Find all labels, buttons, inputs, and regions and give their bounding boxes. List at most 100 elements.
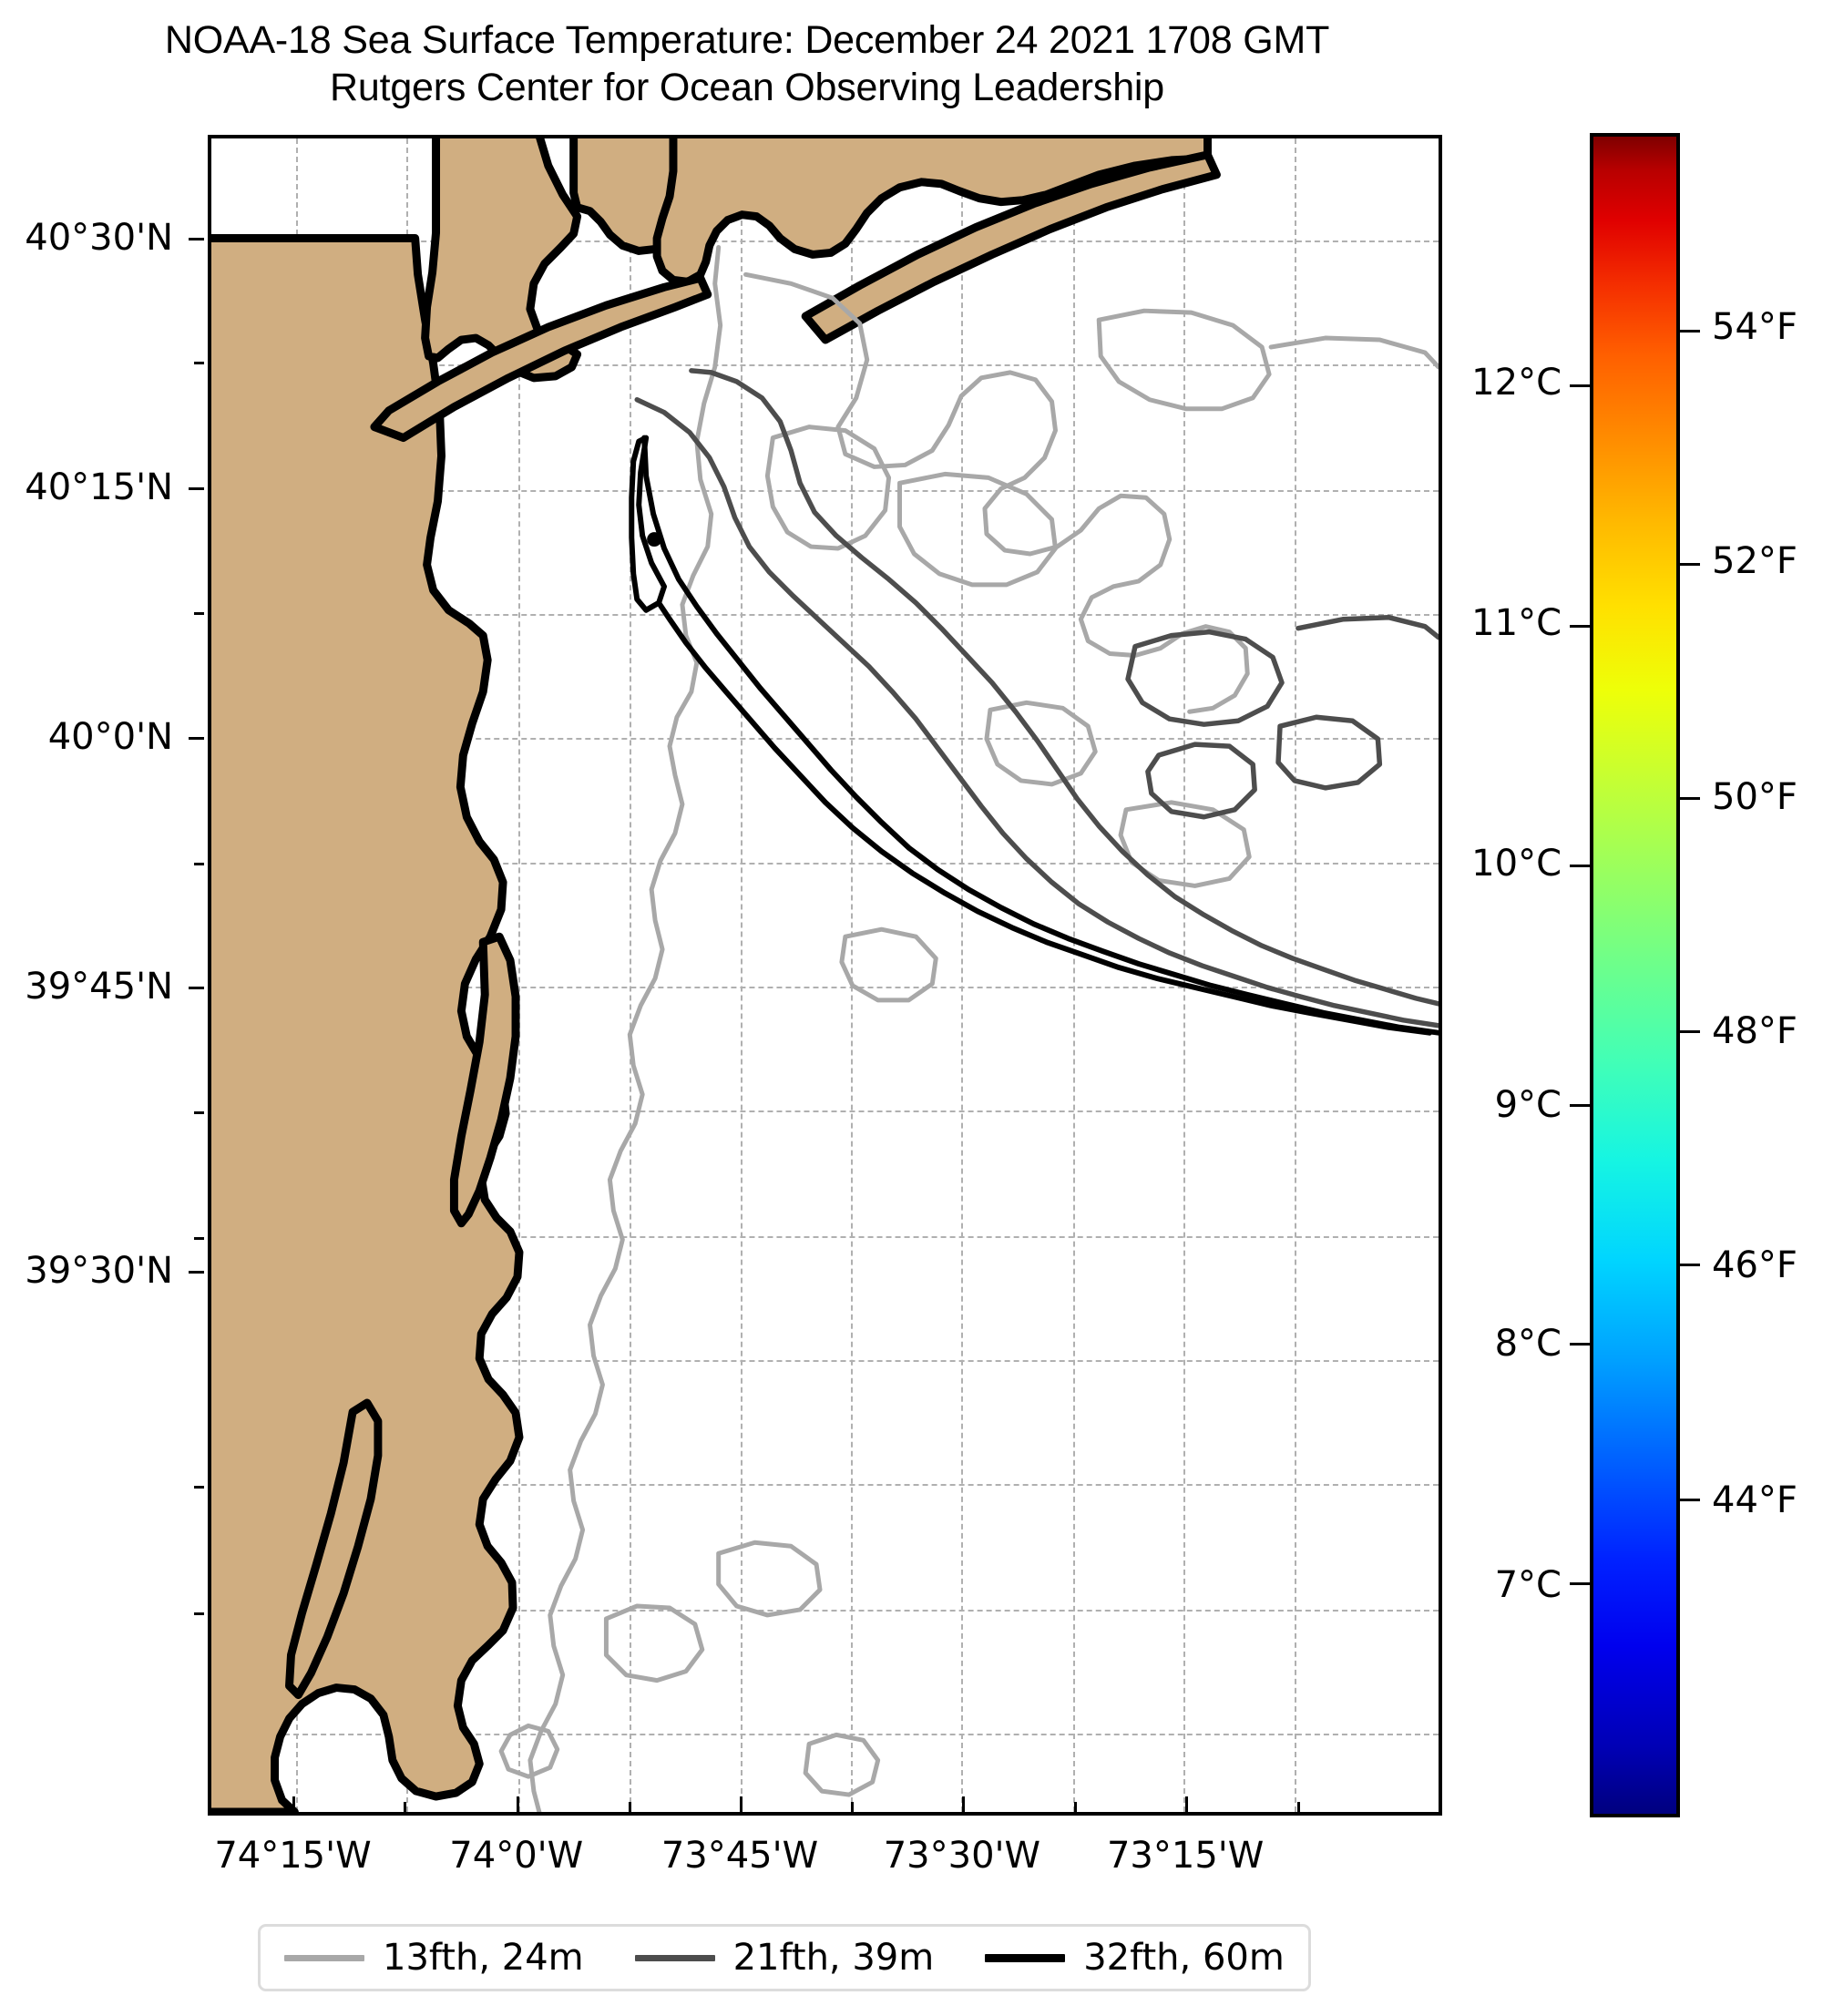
tick-y-minor bbox=[194, 1486, 204, 1489]
tick-y-minor bbox=[194, 862, 204, 865]
temperature-colorbar[interactable] bbox=[1570, 133, 1700, 1817]
tick-y-minor bbox=[194, 1237, 204, 1241]
tick-y-major bbox=[189, 237, 204, 240]
x-axis-label: 74°0'W bbox=[449, 1835, 584, 1877]
tick-x-minor bbox=[1074, 1802, 1078, 1812]
gridline-vertical bbox=[1295, 138, 1297, 1812]
tick-x-major bbox=[740, 1796, 743, 1812]
gridline-horizontal bbox=[211, 1236, 1439, 1239]
y-axis-label: 40°0'N bbox=[47, 715, 173, 758]
colorbar-gradient bbox=[1593, 137, 1676, 1814]
legend-line-swatch-60m bbox=[985, 1953, 1066, 1962]
colorbar-label-fahrenheit: 48°F bbox=[1712, 1009, 1797, 1052]
tick-x-minor bbox=[1297, 1802, 1301, 1812]
land-absecon-brigantine-island bbox=[285, 1398, 383, 1700]
colorbar-label-fahrenheit: 50°F bbox=[1712, 775, 1797, 818]
gridline-vertical bbox=[961, 138, 964, 1812]
tick-y-major bbox=[189, 987, 204, 990]
colorbar-tick-celsius bbox=[1570, 1342, 1590, 1346]
figure-title: NOAA-18 Sea Surface Temperature: Decembe… bbox=[0, 16, 1494, 112]
gridline-horizontal bbox=[211, 1110, 1439, 1113]
tick-y-minor bbox=[194, 362, 204, 365]
y-axis-label: 39°45'N bbox=[25, 966, 173, 1008]
tick-y-minor bbox=[194, 1612, 204, 1615]
tick-x-major bbox=[1185, 1796, 1189, 1812]
colorbar-tick-celsius bbox=[1570, 1104, 1590, 1108]
legend-item-24m[interactable]: 13fth, 24m bbox=[284, 1937, 584, 1979]
title-line-2: Rutgers Center for Ocean Observing Leade… bbox=[330, 66, 1164, 110]
gridline-vertical bbox=[517, 138, 520, 1812]
tick-x-minor bbox=[850, 1802, 854, 1812]
y-axis-labels: 40°30'N 40°15'N 40°0'N 39°45'N 39°30'N bbox=[0, 135, 208, 1816]
colorbar-fahrenheit-labels: 54°F 52°F 50°F 48°F 46°F 44°F bbox=[1711, 133, 1823, 1817]
colorbar-tick-fahrenheit bbox=[1680, 1030, 1700, 1034]
legend-label-39m: 21fth, 39m bbox=[732, 1937, 935, 1979]
gridline-horizontal bbox=[211, 1360, 1439, 1362]
gridline-vertical bbox=[630, 138, 632, 1812]
land-nj-barrier-islands bbox=[285, 932, 520, 1700]
tick-y-major bbox=[189, 1271, 204, 1274]
colorbar-label-fahrenheit: 44°F bbox=[1712, 1479, 1797, 1522]
y-axis-ticks bbox=[189, 135, 209, 1816]
colorbar-tick-fahrenheit bbox=[1680, 562, 1700, 566]
gridline-horizontal bbox=[211, 489, 1439, 492]
gridline-horizontal bbox=[211, 1733, 1439, 1735]
land-polygons bbox=[211, 234, 524, 1812]
x-axis-label: 74°15'W bbox=[214, 1835, 372, 1877]
gridline-vertical bbox=[740, 138, 743, 1812]
title-line-1: NOAA-18 Sea Surface Temperature: Decembe… bbox=[164, 18, 1330, 62]
legend-item-39m[interactable]: 21fth, 39m bbox=[634, 1937, 935, 1979]
gridline-horizontal bbox=[211, 613, 1439, 616]
map-plot-area[interactable] bbox=[208, 135, 1442, 1816]
tick-x-minor bbox=[629, 1802, 632, 1812]
colorbar-label-fahrenheit: 54°F bbox=[1712, 305, 1797, 348]
tick-y-minor bbox=[194, 1110, 204, 1114]
legend-label-60m: 32fth, 60m bbox=[1083, 1937, 1285, 1979]
colorbar-tick-fahrenheit bbox=[1680, 1264, 1700, 1267]
tick-y-minor bbox=[194, 611, 204, 615]
x-axis-label: 73°15'W bbox=[1106, 1835, 1265, 1877]
land-long-beach-island bbox=[449, 932, 520, 1228]
gridline-horizontal bbox=[211, 363, 1439, 366]
bathymetry-39m bbox=[634, 368, 1439, 1028]
gridline-horizontal bbox=[211, 1483, 1439, 1486]
land-new-jersey bbox=[211, 234, 524, 1812]
colorbar-tick-celsius bbox=[1570, 1581, 1590, 1585]
x-axis-labels: 74°15'W 74°0'W 73°45'W 73°30'W 73°15'W bbox=[208, 1835, 1442, 1889]
tick-y-major bbox=[189, 487, 204, 491]
y-axis-label: 39°30'N bbox=[25, 1250, 173, 1293]
colorbar-label-fahrenheit: 52°F bbox=[1712, 539, 1797, 582]
y-axis-label: 40°30'N bbox=[25, 216, 173, 259]
colorbar-label-celsius: 10°C bbox=[1471, 843, 1562, 885]
gridline-horizontal bbox=[211, 737, 1439, 740]
colorbar-tick-fahrenheit bbox=[1680, 797, 1700, 801]
depth-contour-legend[interactable]: 13fth, 24m 21fth, 39m 32fth, 60m bbox=[258, 1924, 1311, 1991]
tick-x-major bbox=[961, 1796, 965, 1812]
colorbar-label-celsius: 11°C bbox=[1471, 602, 1562, 645]
colorbar-label-celsius: 9°C bbox=[1494, 1083, 1562, 1126]
land-long-island-main bbox=[652, 138, 1212, 286]
colorbar-label-celsius: 8°C bbox=[1494, 1323, 1562, 1366]
colorbar-tick-fahrenheit bbox=[1680, 1498, 1700, 1501]
land-barrier-beach-east bbox=[801, 150, 1221, 344]
colorbar-label-fahrenheit: 46°F bbox=[1712, 1243, 1797, 1286]
gridline-vertical bbox=[850, 138, 853, 1812]
legend-item-60m[interactable]: 32fth, 60m bbox=[985, 1937, 1285, 1979]
y-axis-label: 40°15'N bbox=[25, 466, 173, 509]
colorbar-label-celsius: 12°C bbox=[1471, 361, 1562, 404]
legend-label-24m: 13fth, 24m bbox=[383, 1937, 584, 1979]
legend-line-swatch-39m bbox=[634, 1954, 715, 1961]
gridline-horizontal bbox=[211, 987, 1439, 989]
gridline-horizontal bbox=[211, 863, 1439, 865]
gridline-horizontal bbox=[211, 1609, 1439, 1612]
map-clip bbox=[211, 138, 1439, 1812]
tick-x-major bbox=[516, 1796, 519, 1812]
colorbar-tick-celsius bbox=[1570, 864, 1590, 867]
colorbar-label-celsius: 7°C bbox=[1494, 1563, 1562, 1606]
colorbar-tick-celsius bbox=[1570, 624, 1590, 628]
tick-x-major bbox=[292, 1796, 296, 1812]
tick-x-minor bbox=[404, 1802, 407, 1812]
x-axis-label: 73°30'W bbox=[883, 1835, 1041, 1877]
land-long-island-and-nyc bbox=[370, 138, 1221, 443]
legend-line-swatch-24m bbox=[284, 1954, 364, 1961]
